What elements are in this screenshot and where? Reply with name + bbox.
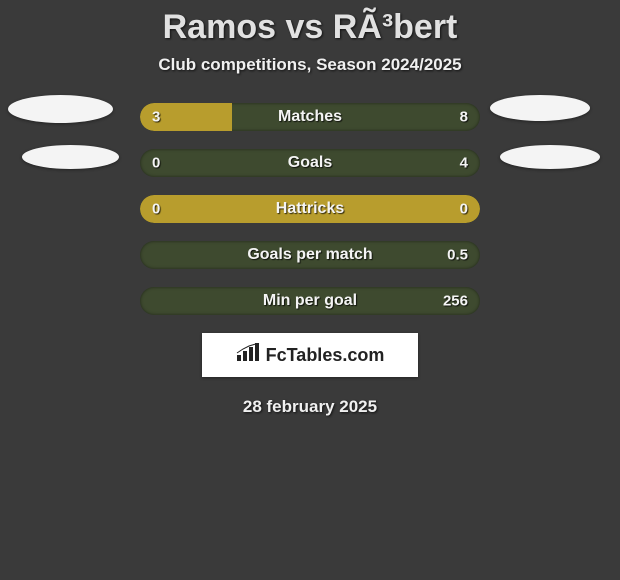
stat-label: Goals per match	[247, 246, 372, 264]
stat-label: Goals	[288, 154, 332, 172]
player-right-marker	[500, 145, 600, 169]
page-title: Ramos vs RÃ³bert	[0, 8, 620, 47]
date-label: 28 february 2025	[0, 397, 620, 417]
stat-right-value: 256	[443, 293, 468, 310]
stat-right-value: 4	[460, 155, 468, 172]
comparison-rows: 3 Matches 8 0 Goals 4 0 Hattricks 0 Goals per mat…	[0, 103, 620, 315]
stat-right-value: 0.5	[447, 247, 468, 264]
stat-label: Matches	[278, 108, 342, 126]
bar-track: 0 Goals 4	[140, 149, 480, 177]
stat-row: 0 Hattricks 0	[0, 195, 620, 223]
stat-right-value: 0	[460, 201, 468, 218]
bar-track: 0 Hattricks 0	[140, 195, 480, 223]
player-left-marker	[22, 145, 119, 169]
logo-box: FcTables.com	[202, 333, 418, 377]
stat-label: Hattricks	[276, 200, 344, 218]
bar-chart-icon	[236, 343, 260, 368]
stat-left-value: 0	[152, 155, 160, 172]
stat-right-value: 8	[460, 109, 468, 126]
stat-row: Min per goal 256	[0, 287, 620, 315]
page-subtitle: Club competitions, Season 2024/2025	[0, 55, 620, 75]
bar-track: 3 Matches 8	[140, 103, 480, 131]
stat-row: 0 Goals 4	[0, 149, 620, 177]
player-right-marker	[490, 95, 590, 121]
player-left-marker	[8, 95, 113, 123]
bar-track: Min per goal 256	[140, 287, 480, 315]
logo-text: FcTables.com	[266, 345, 385, 366]
stat-label: Min per goal	[263, 292, 357, 310]
stat-left-value: 3	[152, 109, 160, 126]
stat-row: Goals per match 0.5	[0, 241, 620, 269]
bar-track: Goals per match 0.5	[140, 241, 480, 269]
stat-left-value: 0	[152, 201, 160, 218]
stat-row: 3 Matches 8	[0, 103, 620, 131]
